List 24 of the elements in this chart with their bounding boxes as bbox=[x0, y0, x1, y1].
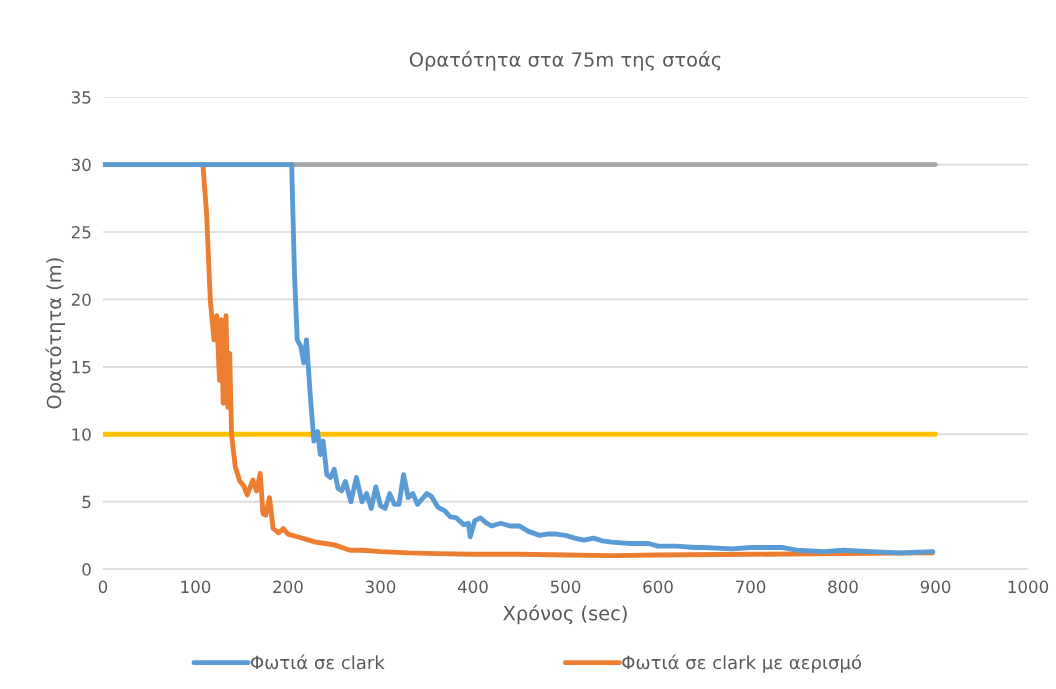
y-tick-label: 30 bbox=[71, 158, 91, 172]
y-tick-label: 0 bbox=[82, 563, 91, 576]
x-tick-label: 900 bbox=[920, 580, 951, 594]
x-tick-label: 300 bbox=[365, 580, 396, 594]
y-tick-label: 20 bbox=[71, 293, 91, 306]
legend-label: Φωτιά σε clark με αερισμό bbox=[622, 654, 862, 673]
y-tick-label: 15 bbox=[72, 361, 91, 374]
x-tick-label: 0 bbox=[98, 580, 108, 594]
x-tick-label: 1000 bbox=[1008, 580, 1049, 594]
x-tick-label: 800 bbox=[828, 580, 858, 594]
y-tick-label: 25 bbox=[71, 225, 91, 239]
x-axis-title: Χρόνος (sec) bbox=[503, 604, 627, 625]
legend-label: Φωτιά σε clark bbox=[250, 654, 385, 670]
y-axis-title: Ορατότητα (m) bbox=[45, 258, 66, 409]
x-tick-label: 100 bbox=[181, 580, 211, 594]
x-tick-label: 700 bbox=[735, 580, 766, 594]
x-tick-label: 600 bbox=[643, 580, 673, 594]
y-tick-label: 35 bbox=[71, 91, 91, 104]
x-tick-label: 500 bbox=[550, 580, 581, 594]
x-tick-label: 400 bbox=[457, 580, 488, 594]
y-tick-label: 5 bbox=[82, 495, 91, 509]
x-tick-label: 200 bbox=[273, 580, 303, 594]
chart-title: Ορατότητα στα 75m της στοάς bbox=[409, 51, 721, 71]
y-tick-label: 10 bbox=[72, 428, 91, 441]
